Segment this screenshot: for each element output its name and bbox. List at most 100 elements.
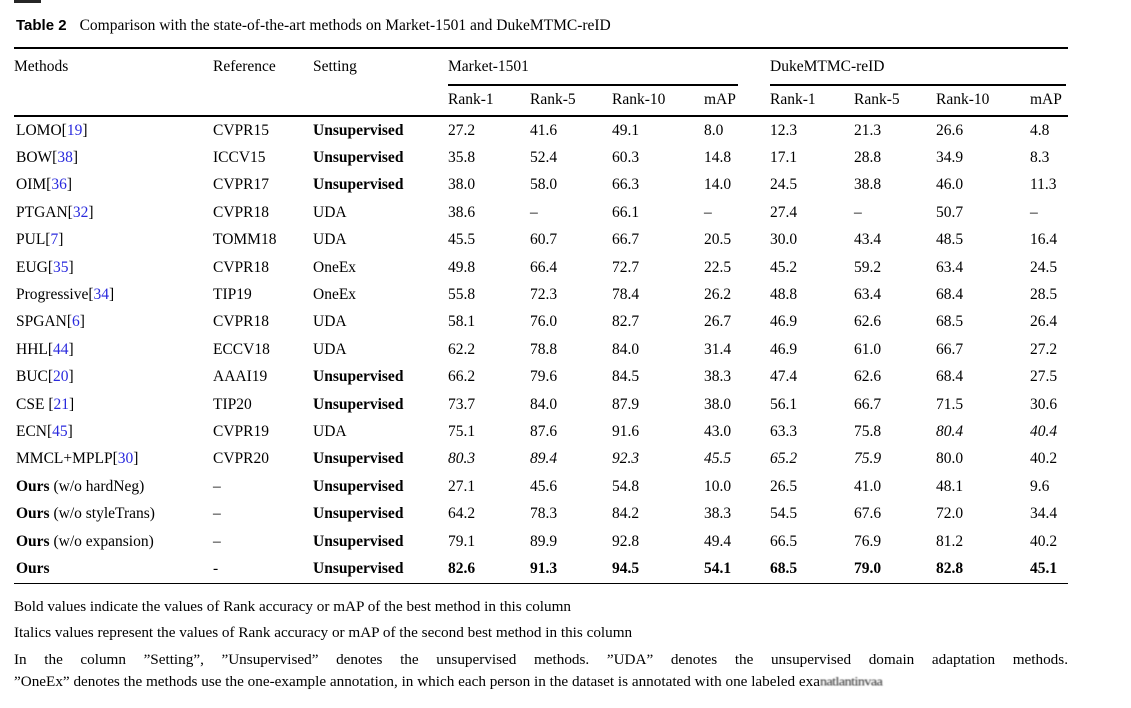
value-cell-market: 14.0	[704, 176, 732, 194]
citation-link[interactable]: 7	[50, 231, 59, 249]
value-cell-duke: 71.5	[936, 395, 964, 413]
value-cell-market: –	[704, 203, 712, 221]
citation-link[interactable]: 21	[53, 395, 69, 413]
setting-cell: Unsupervised	[313, 532, 404, 550]
reference-cell: ICCV15	[213, 149, 266, 167]
value-cell-duke: 4.8	[1030, 121, 1050, 139]
citation-link[interactable]: 44	[53, 340, 69, 358]
setting-cell: Unsupervised	[313, 505, 404, 523]
setting-cell: Unsupervised	[313, 559, 404, 577]
value-cell-market: 52.4	[530, 149, 558, 167]
col-header-reference: Reference	[213, 58, 276, 75]
value-cell-duke: 63.4	[854, 286, 882, 304]
method-cell: OIM[36]	[16, 176, 72, 194]
method-name: Ours	[16, 559, 50, 577]
value-cell-market: 73.7	[448, 395, 476, 413]
setting-cell: Unsupervised	[313, 368, 404, 386]
value-cell-duke: 54.5	[770, 505, 798, 523]
table-bottom-rule	[14, 582, 1068, 585]
value-cell-duke: –	[854, 203, 862, 221]
setting-cell: Unsupervised	[313, 477, 404, 495]
citation-link[interactable]: 20	[53, 368, 69, 386]
value-cell-market: 38.0	[704, 395, 732, 413]
value-cell-duke: 41.0	[854, 477, 882, 495]
table-row: Ours (w/o expansion) – Unsupervised 79.1 89.…	[14, 528, 1068, 555]
method-cell: MMCL+MPLP[30]	[16, 450, 139, 468]
method-name: OIM	[16, 176, 47, 194]
value-cell-market: 14.8	[704, 149, 732, 167]
setting-cell: Unsupervised	[313, 395, 404, 413]
value-cell-market: 26.2	[704, 286, 732, 304]
value-cell-duke: 24.5	[770, 176, 798, 194]
value-cell-market: 79.1	[448, 532, 476, 550]
footnote-setting-line1: In the column ”Setting”, ”Unsupervised” …	[14, 651, 1068, 668]
table-row: ECN[45] CVPR19 UDA 75.1 87.6 91.6 43.0 63.3 75.8…	[14, 418, 1068, 445]
value-cell-duke: 28.5	[1030, 286, 1058, 304]
value-cell-duke: 45.1	[1030, 559, 1058, 577]
value-cell-market: 89.4	[530, 450, 558, 468]
value-cell-duke: 68.4	[936, 368, 964, 386]
value-cell-market: 38.6	[448, 203, 476, 221]
value-cell-duke: 21.3	[854, 121, 882, 139]
value-cell-market: 64.2	[448, 505, 476, 523]
value-cell-market: 43.0	[704, 422, 732, 440]
col-header-methods: Methods	[14, 58, 69, 75]
value-cell-duke: 67.6	[854, 505, 882, 523]
value-cell-duke: 61.0	[854, 340, 882, 358]
method-cell: PUL[7]	[16, 231, 64, 249]
sub-header-duke-map: mAP	[1030, 91, 1062, 109]
value-cell-market: 60.3	[612, 149, 640, 167]
citation-link[interactable]: 45	[52, 422, 68, 440]
value-cell-duke: 17.1	[770, 149, 798, 167]
setting-cell: UDA	[313, 422, 347, 440]
comparison-table: Methods Reference Setting Market-1501 Du…	[14, 47, 1068, 585]
value-cell-market: 87.6	[530, 422, 558, 440]
value-cell-duke: 65.2	[770, 450, 798, 468]
value-cell-duke: 68.4	[936, 286, 964, 304]
method-name: PUL	[16, 231, 46, 249]
value-cell-market: 54.8	[612, 477, 640, 495]
value-cell-market: 66.7	[612, 231, 640, 249]
value-cell-market: –	[530, 203, 538, 221]
value-cell-duke: 62.6	[854, 313, 882, 331]
sub-header-duke-rank1: Rank-1	[770, 91, 816, 109]
citation-link[interactable]: 35	[53, 258, 69, 276]
method-name: BOW	[16, 149, 53, 167]
value-cell-market: 10.0	[704, 477, 732, 495]
value-cell-duke: 76.9	[854, 532, 882, 550]
value-cell-duke: 80.0	[936, 450, 964, 468]
method-name: ECN	[16, 422, 47, 440]
sub-header-duke-rank5: Rank-5	[854, 91, 900, 109]
value-cell-market: 84.2	[612, 505, 640, 523]
method-cell: Ours (w/o styleTrans)	[14, 505, 213, 523]
citation-link[interactable]: 36	[51, 176, 67, 194]
citation-link[interactable]: 6	[72, 313, 80, 331]
method-cell: EUG[35]	[16, 258, 74, 276]
citation-link[interactable]: 34	[93, 286, 110, 304]
citation-link[interactable]: 19	[66, 121, 83, 139]
method-cell: ECN[45]	[16, 422, 73, 440]
method-cell: BUC[20]	[16, 368, 74, 386]
value-cell-duke: 34.4	[1030, 505, 1058, 523]
value-cell-duke: 28.8	[854, 149, 882, 167]
value-cell-duke: 63.3	[770, 422, 798, 440]
setting-cell: Unsupervised	[313, 176, 404, 194]
setting-cell: Unsupervised	[313, 121, 404, 139]
value-cell-duke: 75.8	[854, 422, 882, 440]
value-cell-duke: 12.3	[770, 121, 798, 139]
citation-link[interactable]: 32	[72, 203, 89, 221]
group-underline-duke	[770, 84, 1066, 86]
setting-cell: Unsupervised	[313, 149, 404, 167]
value-cell-duke: 59.2	[854, 258, 882, 276]
value-cell-market: 66.1	[612, 203, 640, 221]
method-cell: SPGAN[6]	[16, 313, 85, 331]
citation-link[interactable]: 30	[117, 450, 134, 468]
table-row: OIM[36] CVPR17 Unsupervised 38.0 58.0 66.3 14.…	[14, 172, 1068, 199]
value-cell-duke: 11.3	[1030, 176, 1057, 194]
citation-link[interactable]: 38	[57, 149, 73, 167]
value-cell-duke: 48.1	[936, 477, 964, 495]
value-cell-market: 78.4	[612, 286, 640, 304]
value-cell-duke: 26.4	[1030, 313, 1058, 331]
reference-cell: CVPR18	[213, 258, 269, 276]
reference-cell: –	[213, 532, 221, 550]
